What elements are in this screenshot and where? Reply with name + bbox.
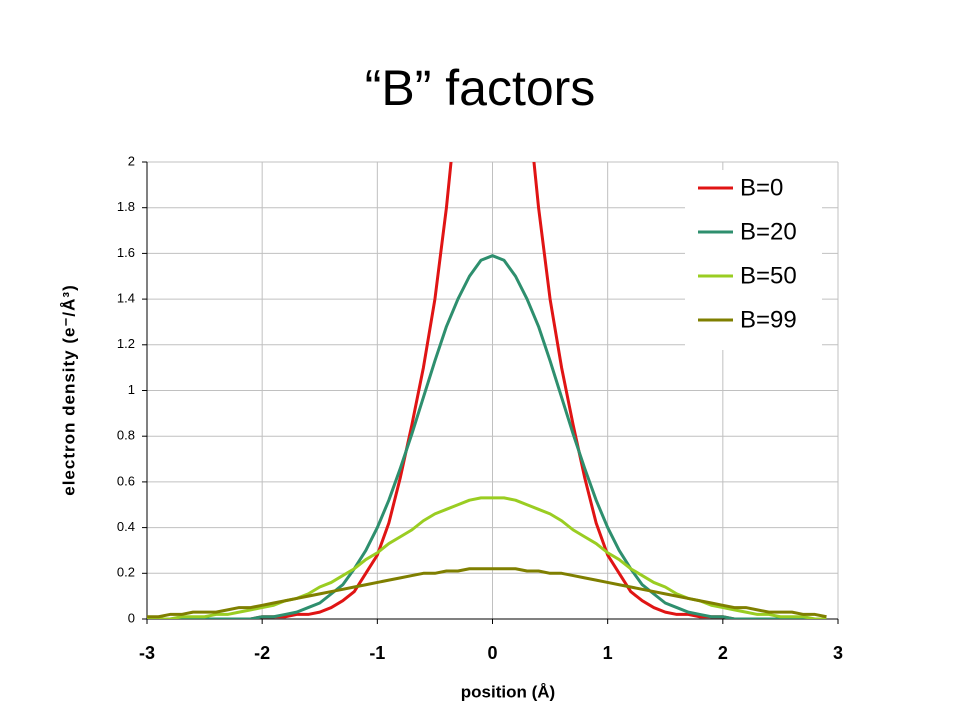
x-tick-label: 2 — [718, 643, 728, 663]
legend-label: B=50 — [740, 262, 797, 289]
y-tick-label: 1 — [128, 382, 135, 397]
legend: B=0 B=20 B=50 B=99 — [685, 170, 822, 350]
legend-label: B=20 — [740, 218, 797, 245]
x-tick-label: 1 — [603, 643, 613, 663]
y-tick-label: 1.8 — [117, 199, 135, 214]
y-tick-label: 0 — [128, 610, 135, 625]
x-tick-label: 3 — [833, 643, 843, 663]
y-tick-label: 0.8 — [117, 428, 135, 443]
y-tick-label: 0.6 — [117, 473, 135, 488]
chart-title: “B” factors — [365, 60, 596, 116]
y-tick-label: 2 — [128, 153, 135, 168]
grid: 0 0.2 0.4 0.6 0.8 1 1.2 1.4 1.6 1.8 2 -3 -2 -1 0 1 2 3 — [117, 153, 843, 662]
y-tick-label: 1.4 — [117, 291, 135, 306]
legend-label: B=0 — [740, 174, 783, 201]
y-tick-label: 1.2 — [117, 336, 135, 351]
y-tick-label: 0.2 — [117, 565, 135, 580]
legend-label: B=99 — [740, 306, 797, 333]
series-line — [147, 567, 827, 619]
x-tick-label: -2 — [254, 643, 270, 663]
y-axis-label: electron density (e⁻/Å³) — [59, 284, 78, 496]
y-tick-label: 0.4 — [117, 519, 135, 534]
plot-lines — [147, 162, 827, 619]
series-line — [147, 254, 827, 619]
x-tick-label: -3 — [139, 643, 155, 663]
x-tick-label: -1 — [369, 643, 385, 663]
x-tick-label: 0 — [487, 643, 497, 663]
series-line — [147, 496, 827, 619]
y-tick-label: 1.6 — [117, 245, 135, 260]
x-axis-label: position (Å) — [461, 682, 555, 701]
